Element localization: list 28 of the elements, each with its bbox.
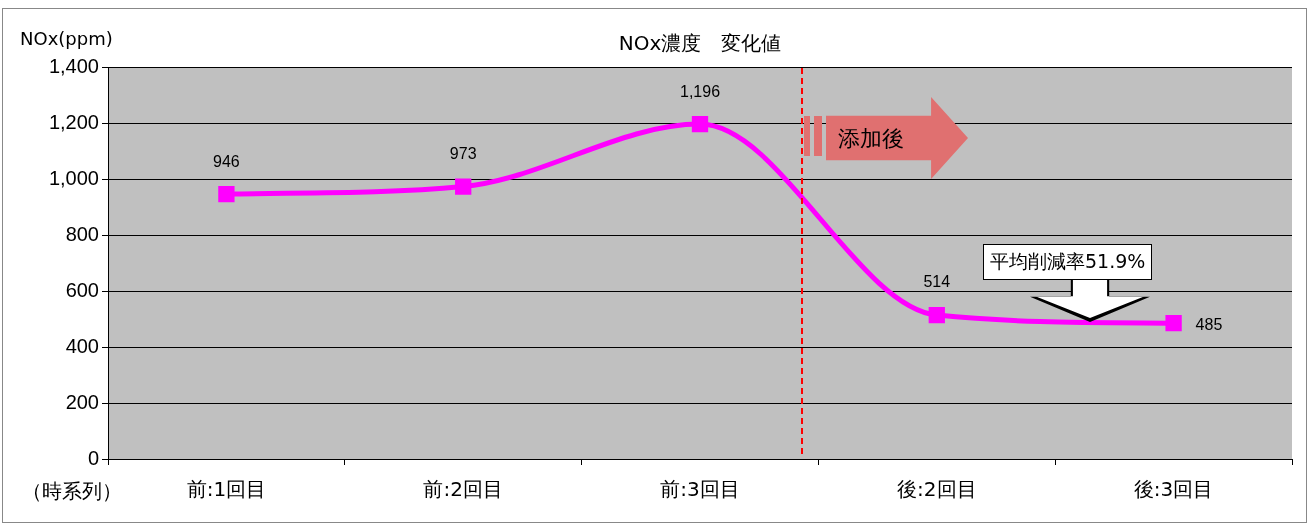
point [218,185,235,203]
point [455,178,472,195]
data-label: 485 [1195,315,1223,333]
x-tick-label: 前:1回目 [186,477,267,502]
y-tick-label: 400 [65,334,99,357]
x-tick-label: 後:2回目 [897,477,977,502]
point [691,115,709,133]
y-tick-label: 1,400 [48,54,99,77]
x-tick-label: 前:2回目 [423,477,503,502]
y-tick-label: 800 [65,222,99,245]
point [1165,315,1182,332]
data-label: 514 [923,273,951,291]
annotation: 平均削減率51.9% [983,244,1153,280]
y-tick-label: 200 [65,390,99,413]
point [928,306,945,324]
data-label: 1,196 [679,82,721,100]
y-tick-label: 600 [65,278,99,301]
annotation: 添加後 [838,125,904,153]
data-label: 946 [213,152,240,170]
y-tick-label: 1,200 [48,110,99,133]
y-axis-title: NOx(ppm) [20,27,113,49]
chart-title: NOx濃度 変化値 [618,31,782,56]
y-tick-label: 1,000 [48,166,99,189]
x-tick-label: 後:3回目 [1133,477,1214,502]
data-label: 973 [449,144,477,162]
x-tick-label: 前:3回目 [660,477,740,502]
x-axis-title: （時系列） [22,479,122,504]
y-tick-label: 0 [87,446,99,469]
